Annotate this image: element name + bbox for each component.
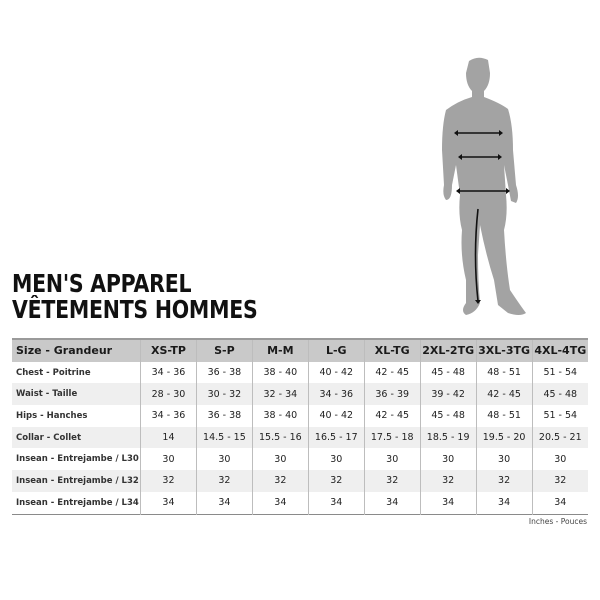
table-cell: 34 [251, 491, 309, 514]
table-cell: 38 - 40 [251, 361, 309, 384]
table-cell: 45 - 48 [531, 383, 588, 406]
table-cell: 42 - 45 [363, 405, 421, 427]
table-cell: 36 - 38 [195, 405, 253, 427]
table-cell: 30 [251, 448, 309, 471]
table-row: Hips - Hanches 34 - 36 36 - 38 38 - 40 40 - … [12, 405, 588, 427]
table-row: Insean - Entrejambe / L30 30 30 30 30 30 30 30 3… [12, 448, 588, 471]
header-size-column: 3XL-3TG [475, 339, 533, 362]
table-cell: 51 - 54 [531, 361, 588, 384]
row-label: Insean - Entrejambe / L32 [16, 475, 139, 486]
table-cell: 30 [475, 448, 533, 471]
table-cell: 34 [419, 491, 477, 514]
table-row: Collar - Collet 14 14.5 - 15 15.5 - 16 16.5 … [12, 426, 588, 449]
table-cell: 40 - 42 [307, 361, 365, 384]
table-cell: 48 - 51 [475, 405, 533, 427]
table-cell: 32 [363, 470, 421, 492]
table-cell: 32 [140, 470, 197, 492]
table-cell: 39 - 42 [419, 383, 477, 406]
table-cell: 34 [531, 491, 588, 514]
table-cell: 36 - 39 [363, 383, 421, 406]
header-size-column: 4XL-4TG [531, 339, 588, 362]
table-cell: 15.5 - 16 [251, 426, 309, 449]
table-cell: 30 [195, 448, 253, 471]
table-cell: 20.5 - 21 [531, 426, 588, 449]
page-subtitle: VÊTEMENTS HOMMES [12, 295, 258, 324]
table-cell: 48 - 51 [475, 361, 533, 384]
table-cell: 14.5 - 15 [195, 426, 253, 449]
table-cell: 42 - 45 [363, 361, 421, 384]
table-row: Waist - Taille 28 - 30 30 - 32 32 - 34 34 - … [12, 383, 588, 406]
table-cell: 34 [195, 491, 253, 514]
row-label: Insean - Entrejambe / L34 [16, 497, 139, 508]
table-cell: 36 - 38 [195, 361, 253, 384]
header-size-column: L-G [307, 339, 365, 362]
table-cell: 51 - 54 [531, 405, 588, 427]
table-row: Insean - Entrejambe / L32 32 32 32 32 32 32 32 3… [12, 470, 588, 492]
table-cell: 45 - 48 [419, 361, 477, 384]
page-title: MEN'S APPAREL [12, 269, 192, 298]
table-cell: 30 [140, 448, 197, 471]
size-chart-table: Size - Grandeur XS-TP S-P M-M L-G XL-TG 2XL-2T… [12, 338, 588, 515]
table-cell: 28 - 30 [140, 383, 197, 406]
row-label: Insean - Entrejambe / L30 [16, 454, 139, 465]
row-label: Hips - Hanches [16, 410, 88, 421]
table-cell: 40 - 42 [307, 405, 365, 427]
table-cell: 19.5 - 20 [475, 426, 533, 449]
table-cell: 32 [419, 470, 477, 492]
row-label: Chest - Poitrine [16, 367, 91, 378]
table-cell: 30 [307, 448, 365, 471]
table-cell: 42 - 45 [475, 383, 533, 406]
table-cell: 34 - 36 [140, 361, 197, 384]
table-cell: 16.5 - 17 [307, 426, 365, 449]
table-cell: 32 - 34 [251, 383, 309, 406]
header-size-column: XL-TG [363, 339, 421, 362]
table-cell: 34 [140, 491, 197, 514]
table-cell: 32 [307, 470, 365, 492]
units-note: Inches - Pouces [528, 517, 587, 526]
table-header-row: Size - Grandeur XS-TP S-P M-M L-G XL-TG 2XL-2T… [12, 339, 588, 362]
table-cell: 34 - 36 [140, 405, 197, 427]
header-size-column: S-P [195, 339, 253, 362]
row-label: Waist - Taille [16, 389, 78, 400]
table-cell: 30 [531, 448, 588, 471]
table-cell: 32 [195, 470, 253, 492]
inseam-line-icon [474, 208, 479, 302]
table-cell: 32 [251, 470, 309, 492]
table-cell: 32 [475, 470, 533, 492]
table-cell: 34 - 36 [307, 383, 365, 406]
header-size-column: 2XL-2TG [419, 339, 477, 362]
table-cell: 30 - 32 [195, 383, 253, 406]
male-silhouette-measurement-icon [442, 57, 526, 316]
table-cell: 34 [307, 491, 365, 514]
table-cell: 34 [475, 491, 533, 514]
table-cell: 30 [363, 448, 421, 471]
body-silhouette [442, 57, 526, 316]
table-cell: 17.5 - 18 [363, 426, 421, 449]
table-cell: 34 [363, 491, 421, 514]
table-cell: 18.5 - 19 [419, 426, 477, 449]
header-size-label: Size - Grandeur [16, 344, 113, 358]
header-size-column: M-M [251, 339, 309, 362]
table-cell: 14 [140, 426, 197, 449]
table-cell: 32 [531, 470, 588, 492]
table-row: Chest - Poitrine 34 - 36 36 - 38 38 - 40 40 … [12, 361, 588, 384]
table-row: Insean - Entrejambe / L34 34 34 34 34 34 34 34 3… [12, 491, 588, 514]
row-label: Collar - Collet [16, 432, 82, 443]
table-cell: 45 - 48 [419, 405, 477, 427]
header-size-column: XS-TP [140, 339, 197, 362]
table-cell: 30 [419, 448, 477, 471]
table-cell: 38 - 40 [251, 405, 309, 427]
